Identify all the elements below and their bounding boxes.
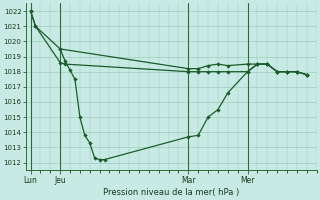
X-axis label: Pression niveau de la mer( hPa ): Pression niveau de la mer( hPa ) xyxy=(103,188,239,197)
